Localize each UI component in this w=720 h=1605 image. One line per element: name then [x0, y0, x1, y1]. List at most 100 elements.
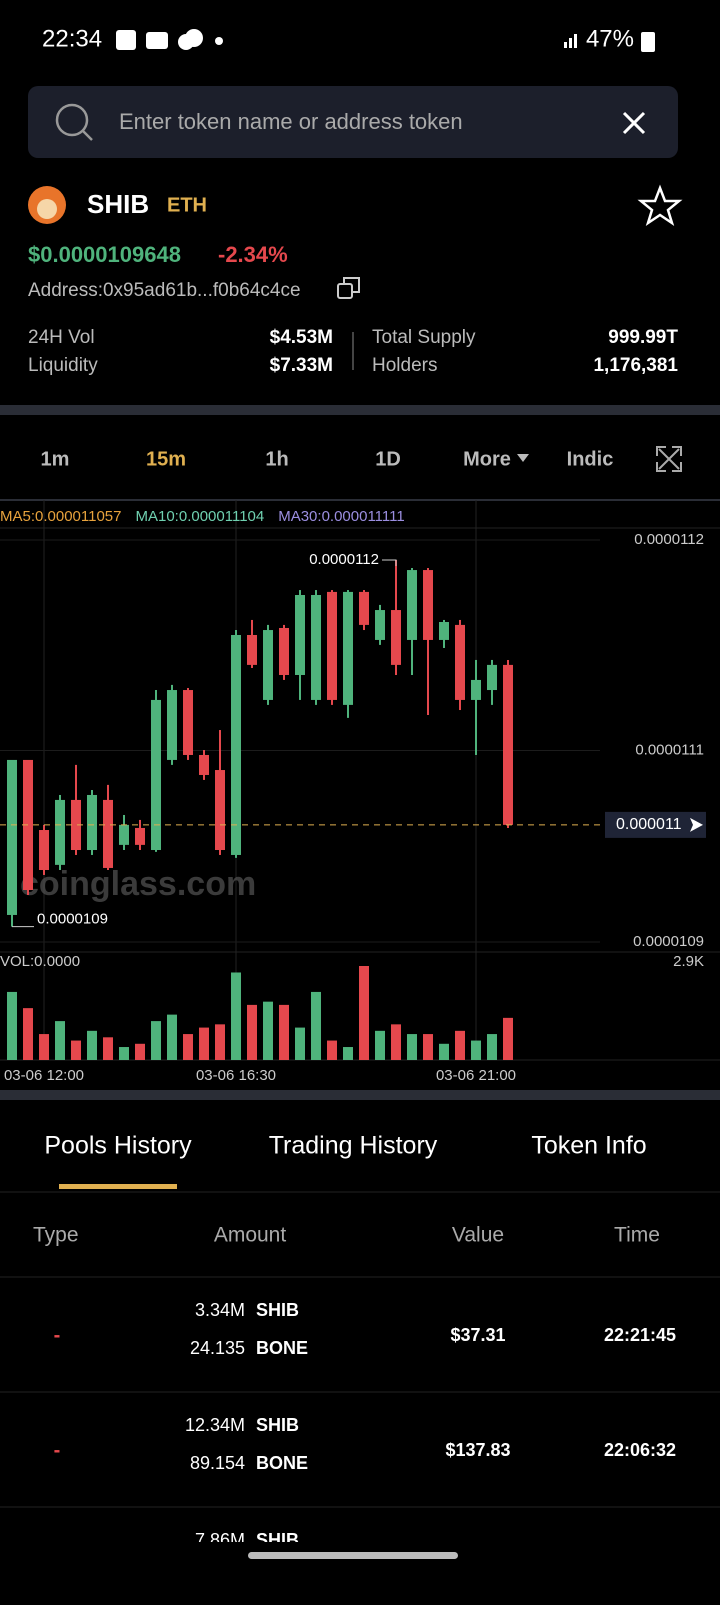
candle-body	[343, 591, 353, 705]
timeframe-tab[interactable]: Indic	[567, 448, 614, 470]
clear-icon[interactable]	[622, 111, 646, 135]
volume-bar	[263, 1001, 273, 1060]
volume-bar	[487, 1034, 497, 1060]
timeframe-tab[interactable]: 1h	[265, 448, 288, 470]
candle-body	[231, 634, 241, 855]
amount: 7.86M	[195, 1530, 245, 1550]
volume-bar	[7, 991, 17, 1060]
stat-label: 24H Vol	[28, 327, 95, 348]
candle-body	[279, 627, 289, 675]
candle-body	[407, 570, 417, 640]
volume-bar	[279, 1004, 289, 1060]
timeframe-tab[interactable]: 1m	[41, 448, 70, 470]
volume-bar	[359, 966, 369, 1060]
volume-bar	[439, 1043, 449, 1060]
column-header: Value	[452, 1224, 504, 1247]
token-address: Address:0x95ad61b...f0b64c4ce	[28, 280, 301, 301]
copy-icon[interactable]	[337, 277, 360, 299]
volume-label: VOL:0.0000	[0, 953, 80, 970]
candle-body	[359, 591, 369, 625]
volume-bar	[343, 1047, 353, 1060]
amount: 24.135	[190, 1338, 245, 1358]
candle-body	[135, 827, 145, 845]
row-clip: 7.86M SHIB	[195, 1530, 299, 1550]
x-tick-label: 03-06 12:00	[4, 1067, 84, 1084]
column-header: Time	[614, 1224, 660, 1247]
amount-symbol: SHIB	[256, 1530, 299, 1550]
candle-body	[151, 699, 161, 851]
favorite-star[interactable]	[637, 184, 683, 226]
type: -	[54, 1439, 61, 1461]
column-header: Type	[33, 1224, 79, 1247]
status-icons	[116, 29, 655, 52]
candle-body	[455, 624, 465, 700]
ma-legend: MA10:0.000011104	[136, 508, 265, 525]
volume-bar	[391, 1024, 401, 1060]
candle-body	[391, 610, 401, 665]
ma-legend: MA30:0.000011111	[278, 508, 405, 525]
ma-legend: MA5:0.000011057	[0, 508, 122, 525]
candle-body	[439, 622, 449, 640]
history-tab[interactable]: Trading History	[269, 1132, 438, 1160]
y-tick-label: 0.0000109	[633, 933, 704, 950]
candle-body	[327, 591, 337, 700]
search-placeholder: Enter token name or address token	[119, 109, 463, 134]
volume-tick-label: 2.9K	[673, 953, 704, 970]
volume-bar	[71, 1040, 81, 1060]
volume-bar	[199, 1027, 209, 1060]
volume-bar	[23, 1008, 33, 1060]
candle-body	[71, 799, 81, 851]
token-price: $0.0000109648	[28, 242, 181, 267]
section-separator	[0, 405, 720, 415]
candle-body	[423, 570, 433, 640]
volume-bar	[215, 1024, 225, 1060]
candle-body	[119, 824, 129, 845]
volume-bar	[471, 1040, 481, 1060]
timeframe-tab[interactable]: More	[463, 448, 511, 470]
y-tick-label: 0.0000112	[634, 531, 704, 548]
candle-body	[7, 759, 17, 915]
candle-body	[375, 610, 385, 640]
candle-body	[167, 690, 177, 760]
candle-body	[503, 664, 513, 825]
volume-bar	[55, 1021, 65, 1060]
candle-body	[295, 595, 305, 675]
clock: 22:34	[42, 25, 102, 52]
volume-bar	[231, 972, 241, 1060]
amount: 89.154	[190, 1453, 245, 1473]
amount-symbol: SHIB	[256, 1300, 299, 1320]
timeframe-tab[interactable]: 1D	[375, 448, 401, 470]
candle-body	[487, 664, 497, 691]
volume-bar	[183, 1034, 193, 1060]
section-separator	[0, 1090, 720, 1100]
stat-value: 1,176,381	[593, 355, 678, 376]
token-chain: ETH	[167, 194, 207, 216]
candle-body	[471, 679, 481, 700]
dropdown-arrow	[517, 454, 529, 462]
high-label: 0.0000112	[309, 551, 379, 568]
timeframe-tab[interactable]: 15m	[146, 448, 186, 470]
price-tag	[605, 811, 706, 838]
history-tab[interactable]: Token Info	[531, 1132, 646, 1160]
stat-value: $7.33M	[270, 355, 333, 376]
candle-body	[103, 799, 113, 868]
amount-symbol: BONE	[256, 1453, 308, 1473]
candle-body	[39, 830, 49, 871]
price-tag-arrow	[690, 817, 703, 832]
time: 22:21:45	[604, 1325, 676, 1345]
search-box[interactable]: Enter token name or address token	[28, 86, 678, 158]
stat-label: Total Supply	[372, 327, 476, 348]
volume-bar	[407, 1034, 417, 1060]
history-tab[interactable]: Pools History	[44, 1132, 192, 1160]
stat-value: 999.99T	[608, 327, 678, 348]
candle-body	[87, 794, 97, 851]
type: -	[54, 1324, 61, 1346]
candle-body	[311, 595, 321, 700]
expand-icon[interactable]	[656, 446, 682, 472]
amount: 12.34M	[185, 1415, 245, 1435]
amount-symbol: BONE	[256, 1338, 308, 1358]
value: $137.83	[445, 1440, 510, 1460]
volume-bar	[151, 1021, 161, 1060]
